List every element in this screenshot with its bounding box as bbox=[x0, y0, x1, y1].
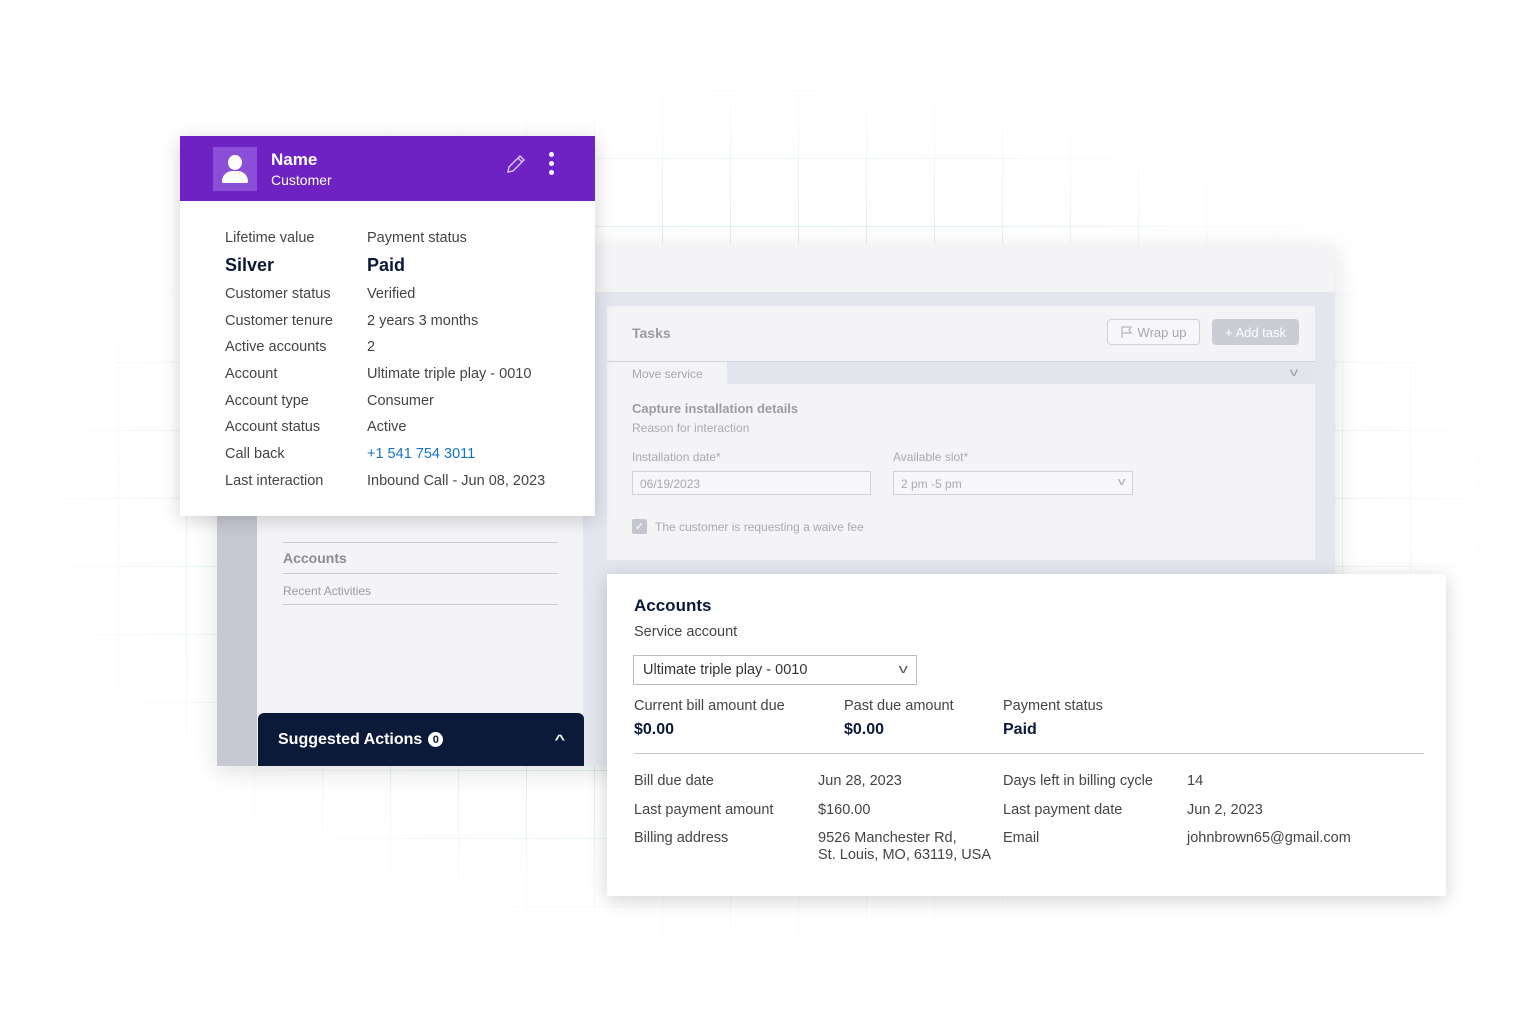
accounts-title: Accounts bbox=[634, 596, 712, 615]
account-type-value: Consumer bbox=[367, 393, 434, 409]
account-value: Ultimate triple play - 0010 bbox=[367, 366, 532, 382]
last-payment-date-value: Jun 2, 2023 bbox=[1187, 802, 1263, 818]
customer-card: Name Customer Lifetime value Payment sta… bbox=[180, 136, 595, 516]
customer-name: Name bbox=[271, 150, 318, 169]
last-payment-amount-label: Last payment amount bbox=[634, 802, 774, 818]
waive-fee-label: The customer is requesting a waive fee bbox=[655, 519, 864, 534]
bill-due-label: Bill due date bbox=[634, 773, 714, 789]
customer-tenure-value: 2 years 3 months bbox=[367, 313, 479, 329]
account-status-label: Account status bbox=[225, 419, 321, 435]
chevron-down-icon[interactable]: v bbox=[1289, 365, 1299, 379]
suggested-actions-label: Suggested Actions bbox=[278, 730, 423, 748]
pencil-icon[interactable] bbox=[504, 152, 528, 176]
past-due-label: Past due amount bbox=[844, 698, 954, 714]
last-interaction-value: Inbound Call - Jun 08, 2023 bbox=[367, 473, 546, 489]
chevron-up-icon[interactable]: ^ bbox=[554, 732, 566, 747]
more-options-icon[interactable] bbox=[547, 152, 555, 180]
billing-address-line1: 9526 Manchester Rd, bbox=[818, 830, 957, 846]
accounts-payment-status-value: Paid bbox=[1003, 721, 1037, 738]
active-accounts-label: Active accounts bbox=[225, 339, 327, 355]
account-type-label: Account type bbox=[225, 393, 309, 409]
billing-address-label: Billing address bbox=[634, 830, 729, 846]
current-bill-value: $0.00 bbox=[634, 721, 675, 738]
available-slot-select[interactable]: 2 pm -5 pm v bbox=[893, 471, 1133, 495]
service-account-select[interactable]: Ultimate triple play - 0010 v bbox=[633, 655, 917, 685]
tasks-tab-row: Move service v bbox=[607, 361, 1315, 385]
email-label: Email bbox=[1003, 830, 1040, 846]
service-account-label: Service account bbox=[634, 624, 738, 640]
chevron-down-icon: v bbox=[898, 661, 908, 676]
past-due-value: $0.00 bbox=[844, 721, 885, 738]
tasks-title: Tasks bbox=[632, 325, 671, 341]
installation-date-label: Installation date* bbox=[632, 450, 721, 464]
suggested-actions-count-badge: 0 bbox=[428, 732, 444, 747]
account-label: Account bbox=[225, 366, 278, 382]
customer-status-label: Customer status bbox=[225, 286, 331, 302]
current-bill-label: Current bill amount due bbox=[634, 698, 785, 714]
left-accounts-tab[interactable]: Accounts bbox=[283, 542, 558, 574]
flag-icon bbox=[1120, 325, 1132, 338]
wrap-up-label: Wrap up bbox=[1137, 324, 1187, 340]
last-payment-date-label: Last payment date bbox=[1003, 802, 1123, 818]
last-payment-amount-value: $160.00 bbox=[818, 802, 871, 818]
email-value: johnbrown65@gmail.com bbox=[1187, 830, 1351, 846]
capture-subtitle: Reason for interaction bbox=[632, 421, 750, 435]
avatar bbox=[213, 147, 257, 191]
wrap-up-button[interactable]: Wrap up bbox=[1107, 319, 1200, 345]
available-slot-label: Available slot* bbox=[893, 450, 969, 464]
checkbox-checked-icon[interactable]: ✓ bbox=[632, 519, 647, 534]
divider bbox=[634, 753, 1424, 754]
accounts-payment-status-label: Payment status bbox=[1003, 698, 1103, 714]
installation-date-input[interactable]: 06/19/2023 bbox=[632, 471, 871, 495]
left-recent-activities-tab[interactable]: Recent Activities bbox=[283, 576, 558, 605]
lifetime-value: Silver bbox=[225, 255, 275, 275]
account-status-value: Active bbox=[367, 419, 407, 435]
last-interaction-label: Last interaction bbox=[225, 473, 324, 489]
customer-status-value: Verified bbox=[367, 286, 416, 302]
customer-role: Customer bbox=[271, 172, 332, 188]
add-task-button[interactable]: + Add task bbox=[1212, 319, 1299, 345]
service-account-value: Ultimate triple play - 0010 bbox=[643, 662, 808, 678]
payment-status-value: Paid bbox=[367, 255, 406, 275]
tasks-panel: Tasks Wrap up + Add task Move service v … bbox=[607, 306, 1315, 560]
chevron-down-icon: v bbox=[1117, 476, 1126, 488]
bill-due-value: Jun 28, 2023 bbox=[818, 773, 902, 789]
call-back-phone-link[interactable]: +1 541 754 3011 bbox=[367, 446, 476, 462]
call-back-label: Call back bbox=[225, 446, 285, 462]
days-left-value: 14 bbox=[1187, 773, 1204, 789]
billing-address-line2: St. Louis, MO, 63119, USA bbox=[818, 847, 992, 863]
payment-status-label: Payment status bbox=[367, 230, 467, 246]
suggested-actions-bar[interactable]: Suggested Actions 0 ^ bbox=[258, 713, 584, 766]
customer-tenure-label: Customer tenure bbox=[225, 313, 333, 329]
waive-fee-checkbox-row[interactable]: ✓ The customer is requesting a waive fee bbox=[632, 519, 864, 534]
active-accounts-value: 2 bbox=[367, 339, 376, 355]
tab-move-service[interactable]: Move service bbox=[607, 362, 727, 385]
lifetime-value-label: Lifetime value bbox=[225, 230, 315, 246]
customer-card-header: Name Customer bbox=[180, 136, 595, 201]
days-left-label: Days left in billing cycle bbox=[1003, 773, 1153, 789]
available-slot-value: 2 pm -5 pm bbox=[901, 477, 962, 491]
accounts-card: Accounts Service account Ultimate triple… bbox=[607, 574, 1446, 896]
capture-title: Capture installation details bbox=[632, 401, 799, 416]
